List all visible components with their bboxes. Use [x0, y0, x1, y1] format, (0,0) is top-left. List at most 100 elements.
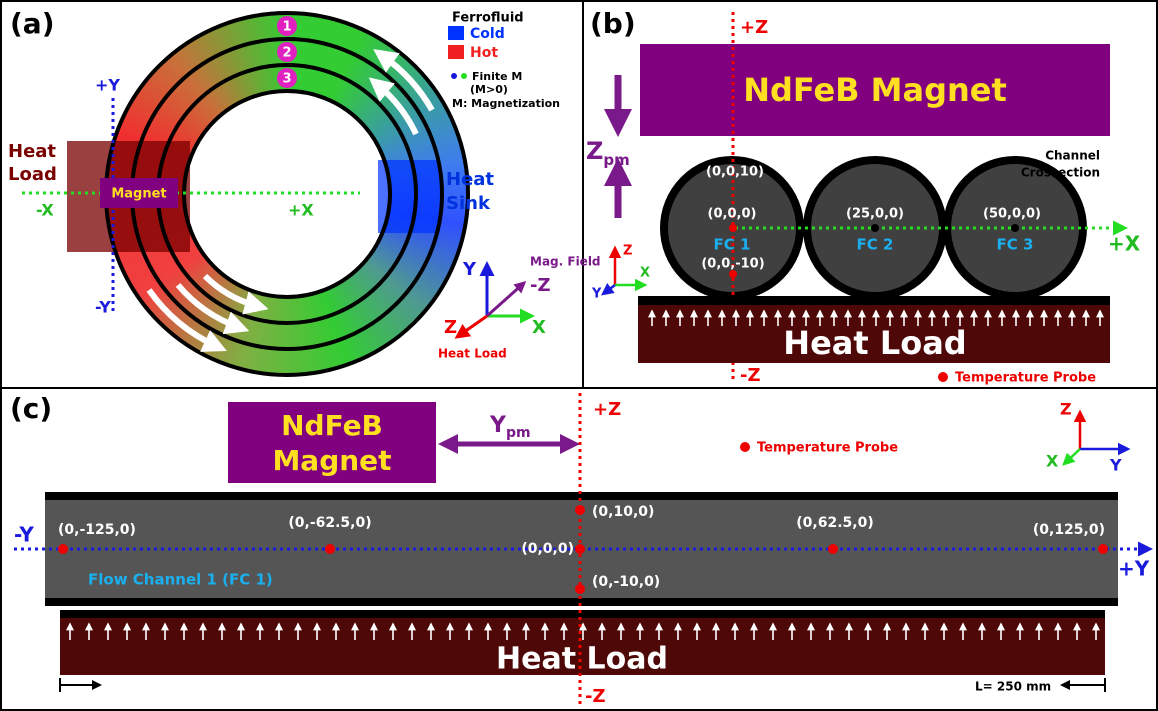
point-label: (0,10,0) — [592, 504, 654, 520]
legend-swatch — [448, 45, 464, 59]
marker-dot — [158, 65, 416, 323]
panel-b: (b) NdFeB Magnet Zpm +Z -Z Channel Cross… — [586, 7, 1141, 386]
point-label: (0,62.5,0) — [796, 515, 873, 531]
gap-label: Zpm — [586, 137, 630, 169]
offset-symbol: Y — [489, 413, 507, 438]
probe-label: Temperature Probe — [955, 371, 1096, 386]
caption: Channel — [1045, 149, 1100, 163]
magnet-label: Magnet — [111, 187, 166, 202]
marker-dot — [575, 584, 585, 594]
heat-load-label: Heat Load — [783, 324, 966, 362]
axis-label: Y — [1109, 456, 1122, 475]
shape — [457, 316, 487, 337]
axis-label: Mag. Field — [530, 255, 601, 269]
point-label: (0,-10,0) — [592, 574, 660, 590]
probe-label: Temperature Probe — [757, 441, 898, 456]
shape — [1064, 449, 1080, 464]
panel-a: 1 2 3 Magnet (a) +Y -Y -X +X Heat Load H… — [8, 7, 601, 375]
heat-load-label: Heat Load — [496, 642, 668, 677]
axis-label: Z — [1060, 400, 1072, 419]
magnet-label: NdFeB Magnet — [743, 71, 1007, 109]
legend-swatch — [448, 26, 464, 40]
length-marker — [60, 678, 1105, 692]
axis-label: -Z — [585, 686, 606, 707]
point-label: (0,0,10) — [706, 165, 764, 180]
channel-number: 3 — [282, 72, 291, 87]
axis-label: -Z — [530, 275, 551, 296]
heat-load-label: Load — [8, 164, 57, 185]
shape — [603, 285, 615, 294]
axis-label: X — [532, 317, 546, 338]
diagram: 1 2 3 Magnet (a) +Y -Y -X +X Heat Load H… — [0, 0, 1158, 711]
channel-label: FC 1 — [714, 236, 751, 254]
axis-label: -Y — [14, 523, 34, 547]
probe-marker — [740, 442, 750, 452]
channel-number: 2 — [282, 46, 291, 61]
marker-dot — [1098, 544, 1108, 554]
marker-dot — [575, 505, 585, 515]
shape — [383, 56, 432, 110]
channel-label: Flow Channel 1 (FC 1) — [88, 571, 273, 589]
axis-label: Y — [591, 287, 602, 302]
point — [1011, 224, 1019, 232]
marker-dot — [325, 544, 335, 554]
length-label: L= 250 mm — [975, 680, 1051, 694]
legend-label: Finite M — [472, 70, 522, 83]
marker-dot — [58, 544, 68, 554]
legend-dot — [461, 73, 467, 79]
axis-label: Y — [462, 259, 477, 280]
probe-marker — [938, 372, 948, 382]
axis-label: X — [1046, 452, 1059, 471]
point-label: (0,-62.5,0) — [288, 515, 371, 531]
gap-subscript: pm — [603, 151, 629, 169]
axis-label: +X — [288, 201, 314, 220]
point-label: (0,0,0) — [708, 207, 757, 222]
marker-dot — [575, 544, 585, 554]
panel-label: (b) — [590, 7, 636, 40]
heat-sink-label: Heat — [446, 169, 494, 190]
heat-load-top — [638, 296, 1110, 305]
heat-load-label: Heat — [8, 141, 56, 162]
axis-label: X — [640, 266, 650, 281]
legend-title: Ferrofluid — [452, 11, 524, 26]
axis-label: -Z — [740, 365, 761, 386]
axis-label: -X — [36, 201, 54, 220]
channel-label: FC 3 — [997, 236, 1034, 254]
point-label: (0,0,0) — [521, 541, 574, 557]
offset-subscript: pm — [506, 425, 531, 441]
marker-dot — [828, 544, 838, 554]
axis-label: -Y — [95, 298, 111, 317]
point-label: (0,125,0) — [1033, 522, 1105, 538]
heat-sink-label: Sink — [446, 193, 491, 214]
caption: Crossection — [1021, 166, 1100, 180]
body: 1 2 3 Magnet (a) +Y -Y -X +X Heat Load H… — [0, 0, 1158, 711]
point — [871, 224, 879, 232]
panel-label: (c) — [10, 392, 52, 425]
legend-dot — [451, 73, 457, 79]
axis-label: +Z — [740, 17, 768, 38]
point-label: (0,0,-10) — [701, 257, 764, 272]
offset-label: Ypm — [489, 413, 531, 441]
axis-label: +Z — [593, 399, 621, 420]
axis-label: +Y — [1118, 557, 1150, 581]
shape — [149, 290, 216, 346]
point-label: (50,0,0) — [983, 207, 1041, 222]
legend-label: Hot — [470, 45, 498, 61]
point-label: (0,-125,0) — [58, 522, 136, 538]
gap-symbol: Z — [586, 137, 603, 165]
legend-label: Cold — [470, 26, 505, 42]
figure: 1 2 3 Magnet (a) +Y -Y -X +X Heat Load H… — [0, 0, 1158, 711]
axis-label: +X — [1108, 232, 1141, 256]
page: Ferrofluid flow channel setup {"panel_a"… — [0, 0, 1158, 711]
point-label: (25,0,0) — [846, 207, 904, 222]
magnet-label: Magnet — [272, 444, 391, 477]
legend-label: (M>0) — [470, 83, 508, 96]
axis-label: Heat Load — [438, 347, 507, 361]
panel-label: (a) — [10, 7, 55, 40]
axis-label: Z — [623, 244, 632, 259]
shape — [487, 283, 524, 316]
panel-c: (c) NdFeB Magnet Ypm +Z -Z Temperature P… — [10, 392, 1150, 708]
axis-label: +Y — [95, 76, 120, 95]
magnet-label: NdFeB — [281, 409, 383, 442]
channel-label: FC 2 — [857, 236, 894, 254]
